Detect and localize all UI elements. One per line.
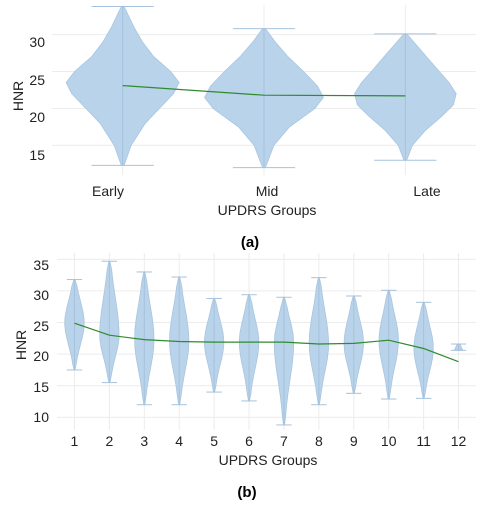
- chart-b-caption: (b): [237, 484, 256, 501]
- chart-a-violins: [65, 5, 457, 169]
- chart-a-xtick-label: Early: [92, 183, 124, 199]
- chart-a-y-ticks: 15 20 25 30: [29, 34, 45, 163]
- chart-a-ytick-label: 20: [29, 109, 45, 125]
- chart-b-ytick-label: 30: [33, 287, 49, 303]
- chart-b-xtick-label: 12: [451, 433, 467, 449]
- chart-b-xtick-label: 11: [416, 433, 431, 449]
- chart-b-ytick-label: 25: [33, 318, 49, 334]
- chart-b-x-ticks: 1 2 3 4 5 6 7 8 9 10 11 12: [71, 433, 467, 449]
- chart-a-y-axis-label: HNR: [10, 81, 26, 111]
- chart-b-xtick-label: 10: [381, 433, 397, 449]
- chart-b-xtick-label: 6: [245, 433, 253, 449]
- chart-b: 10 15 20 25 30 35 1 2 3 4 5 6 7 8 9 10 11 12 UPDRS …: [13, 253, 476, 501]
- chart-a-ytick-label: 15: [29, 147, 45, 163]
- chart-a: 15 20 25 30 Early Mid Late UPDRS Groups …: [10, 5, 476, 251]
- chart-b-xtick-label: 4: [175, 433, 183, 449]
- chart-a-mean-line: [122, 85, 406, 97]
- chart-b-ytick-label: 10: [33, 409, 49, 425]
- chart-b-mean-line: [74, 322, 459, 363]
- chart-b-xtick-label: 1: [71, 433, 79, 449]
- chart-b-ytick-label: 35: [33, 257, 49, 273]
- chart-a-xtick-label: Late: [413, 183, 440, 199]
- chart-b-violins: [64, 260, 467, 426]
- chart-a-ytick-label: 30: [29, 34, 45, 50]
- chart-b-x-axis-label: UPDRS Groups: [219, 452, 318, 468]
- chart-a-xtick-label: Mid: [256, 183, 279, 199]
- chart-b-xtick-label: 2: [105, 433, 113, 449]
- chart-b-xtick-label: 3: [140, 433, 148, 449]
- chart-b-xtick-label: 7: [280, 433, 288, 449]
- chart-a-ytick-label: 25: [29, 72, 45, 88]
- chart-b-y-ticks: 10 15 20 25 30 35: [33, 257, 49, 425]
- chart-a-x-axis-label: UPDRS Groups: [218, 202, 317, 218]
- chart-b-xtick-label: 8: [315, 433, 323, 449]
- chart-b-ytick-label: 15: [33, 379, 49, 395]
- chart-b-y-axis-label: HNR: [13, 330, 29, 360]
- chart-a-caption: (a): [241, 234, 259, 251]
- chart-b-ytick-label: 20: [33, 348, 49, 364]
- chart-b-xtick-label: 9: [350, 433, 358, 449]
- chart-a-x-ticks: Early Mid Late: [92, 183, 441, 199]
- chart-b-xtick-label: 5: [210, 433, 218, 449]
